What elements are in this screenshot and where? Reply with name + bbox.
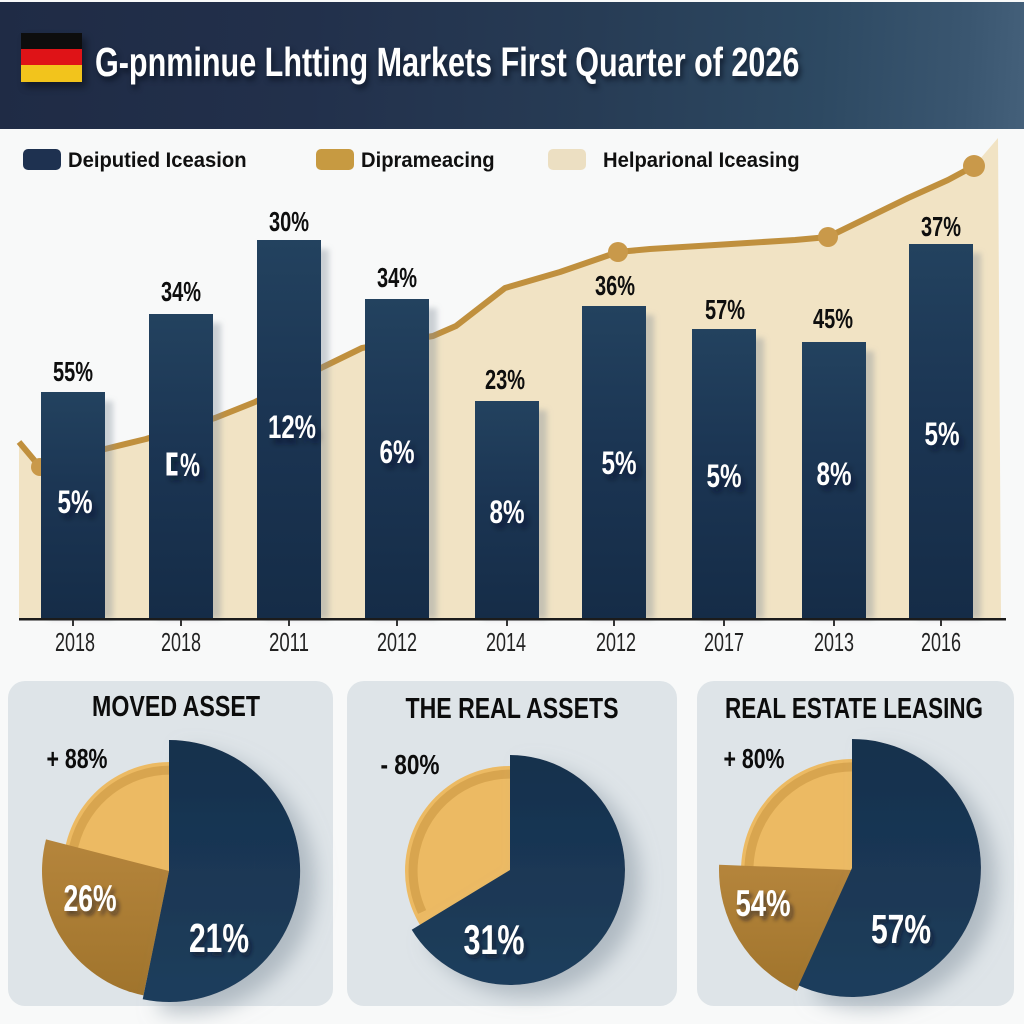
svg-text:21%: 21% bbox=[189, 915, 249, 961]
svg-text:36%: 36% bbox=[595, 270, 635, 301]
svg-text:6%: 6% bbox=[380, 434, 415, 470]
svg-text:+ 80%: + 80% bbox=[724, 743, 785, 774]
svg-text:2018: 2018 bbox=[55, 627, 95, 657]
svg-text:2012: 2012 bbox=[596, 627, 636, 657]
svg-text:54%: 54% bbox=[736, 883, 791, 924]
svg-text:34%: 34% bbox=[161, 276, 201, 307]
svg-text:57%: 57% bbox=[871, 906, 931, 952]
svg-text:MOVED ASSET: MOVED ASSET bbox=[92, 691, 260, 723]
svg-text:REAL ESTATE LEASING: REAL ESTATE LEASING bbox=[725, 693, 983, 725]
svg-text:2016: 2016 bbox=[921, 627, 961, 657]
svg-text:2011: 2011 bbox=[269, 627, 309, 657]
svg-text:8%: 8% bbox=[821, 461, 856, 497]
svg-text:12%: 12% bbox=[272, 414, 320, 450]
svg-text:2018: 2018 bbox=[161, 627, 201, 657]
svg-text:8%: 8% bbox=[490, 494, 525, 530]
svg-text:2017: 2017 bbox=[704, 627, 744, 657]
svg-text:5%: 5% bbox=[606, 450, 641, 486]
svg-text:45%: 45% bbox=[813, 303, 853, 334]
svg-text:57%: 57% bbox=[705, 294, 745, 325]
svg-text:37%: 37% bbox=[921, 211, 961, 242]
svg-text:12%: 12% bbox=[268, 409, 316, 445]
svg-text:5%: 5% bbox=[925, 416, 960, 452]
svg-text:+ 88%: + 88% bbox=[47, 743, 108, 774]
svg-text:30%: 30% bbox=[269, 206, 309, 237]
svg-text:%: % bbox=[180, 447, 200, 483]
svg-text:26%: 26% bbox=[64, 878, 117, 919]
svg-text:5%: 5% bbox=[707, 458, 742, 494]
svg-text:5%: 5% bbox=[58, 484, 93, 520]
svg-text:%: % bbox=[184, 452, 204, 488]
svg-text:5%: 5% bbox=[602, 445, 637, 481]
svg-text:55%: 55% bbox=[53, 356, 93, 387]
svg-text:6%: 6% bbox=[384, 439, 419, 475]
svg-text:5%: 5% bbox=[62, 489, 97, 525]
svg-text:8%: 8% bbox=[494, 499, 529, 535]
svg-text:5%: 5% bbox=[711, 463, 746, 499]
svg-text:- 80%: - 80% bbox=[381, 749, 440, 780]
svg-text:23%: 23% bbox=[485, 364, 525, 395]
svg-text:34%: 34% bbox=[377, 262, 417, 293]
svg-text:2013: 2013 bbox=[814, 627, 854, 657]
svg-text:2012: 2012 bbox=[377, 627, 417, 657]
svg-text:5%: 5% bbox=[929, 421, 964, 457]
svg-text:31%: 31% bbox=[464, 916, 525, 963]
svg-text:THE REAL ASSETS: THE REAL ASSETS bbox=[406, 693, 619, 725]
svg-text:2014: 2014 bbox=[486, 627, 526, 657]
svg-text:8%: 8% bbox=[817, 456, 852, 492]
